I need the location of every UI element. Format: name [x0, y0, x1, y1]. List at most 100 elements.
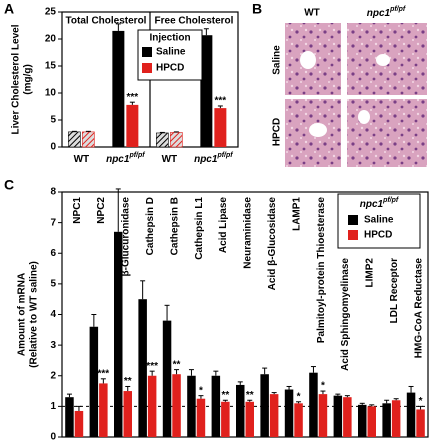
bar [147, 375, 157, 437]
y-tick-label: 1 [50, 401, 56, 412]
x-tick-label-main: npc1 [106, 154, 130, 165]
category-label: β-Glucuronidase [121, 197, 132, 277]
bar [343, 397, 352, 437]
y-tick-label: 8 [50, 187, 56, 198]
category-label: Acid Lipase [218, 197, 229, 254]
bar [309, 372, 318, 437]
bar [406, 392, 416, 437]
column-label-main: npc1 [367, 8, 391, 19]
row-label: HPCD [272, 118, 283, 146]
significance: *** [215, 96, 227, 107]
legend-swatch [142, 47, 152, 57]
y-tick-label: 15 [45, 61, 57, 72]
x-tick-label-main: WT [162, 154, 178, 165]
category-label: HMG-CoA Reductase [413, 258, 424, 359]
y-tick-label: 25 [45, 7, 57, 18]
y-axis-label: Amount of mRNA [17, 273, 28, 356]
bar [391, 400, 401, 437]
panel-title: Free Cholesterol [155, 16, 234, 27]
significance: *** [146, 361, 158, 372]
significance: ** [124, 376, 132, 387]
category-label: LIMP2 [365, 258, 376, 288]
bar [114, 231, 123, 437]
legend-title: Injection [149, 33, 190, 44]
category-label: Acid Sphingomyelinase [340, 258, 351, 371]
y-axis-label: Liver Cholesterol Level [11, 24, 22, 134]
category-label: NPC2 [96, 197, 107, 224]
column-label-superscript: pf/pf [389, 6, 406, 13]
legend-title-superscript: pf/pf [382, 197, 399, 204]
bar [172, 374, 181, 437]
significance: ** [246, 390, 254, 401]
panel-label: B [252, 1, 262, 17]
legend-title-main: npc1 [360, 199, 384, 210]
y-axis-label: (Relative to WT saline) [29, 261, 40, 368]
bar [294, 403, 303, 437]
x-tick-label: WT [74, 154, 90, 165]
x-tick-label: npc1pf/pf [194, 152, 233, 165]
bar [196, 398, 206, 437]
bar [214, 108, 227, 147]
bar [367, 406, 376, 437]
significance: * [199, 385, 203, 396]
x-tick-label-main: WT [74, 154, 90, 165]
category-label: Cathepsin B [169, 197, 180, 255]
y-tick-label: 4 [50, 309, 56, 320]
significance: * [297, 391, 301, 402]
bar [318, 394, 328, 437]
y-tick-label: 20 [45, 34, 57, 45]
bar [89, 326, 99, 437]
y-tick-label: 5 [50, 279, 56, 290]
y-tick-label: 10 [45, 88, 57, 99]
vessel [358, 110, 370, 124]
bar [269, 394, 279, 437]
legend-swatch [348, 230, 358, 240]
vessel [376, 54, 390, 66]
y-tick-label: 7 [50, 217, 56, 228]
panel-b: B WT npc1pf/pf Saline HPCD [252, 1, 427, 167]
bar [221, 401, 230, 437]
bar [112, 30, 125, 147]
category-label: Cathepsin L1 [194, 197, 205, 260]
significance: *** [98, 368, 110, 379]
bar [123, 391, 132, 437]
histology-image [347, 99, 427, 167]
row-label: Saline [272, 45, 283, 75]
bar [416, 409, 425, 437]
x-tick-label-main: npc1 [194, 154, 218, 165]
legend-label: Saline [156, 47, 186, 58]
panel-title: Total Cholesterol [66, 16, 147, 27]
bar [99, 383, 108, 437]
bar [65, 397, 74, 437]
y-axis-label: (mg/g) [23, 64, 34, 95]
vessel [309, 123, 327, 137]
bar [68, 131, 81, 148]
vessel [300, 51, 316, 69]
legend-label: HPCD [364, 230, 392, 241]
bar [358, 404, 367, 437]
column-label: WT [304, 8, 320, 19]
legend-label: Saline [364, 215, 394, 226]
significance: *** [127, 92, 139, 103]
legend-swatch [142, 63, 152, 73]
category-label: LAMP1 [291, 197, 302, 231]
legend-swatch [348, 215, 358, 225]
bar [162, 320, 172, 437]
significance: ** [173, 359, 181, 370]
y-tick-label: 3 [50, 340, 56, 351]
significance: ** [221, 390, 229, 401]
significance: * [419, 396, 423, 407]
y-tick-label: 6 [50, 248, 56, 259]
y-tick-label: 0 [50, 432, 56, 442]
bar [170, 132, 183, 148]
bar [187, 375, 196, 437]
significance: * [321, 381, 325, 392]
x-tick-label-superscript: pf/pf [216, 152, 233, 159]
y-tick-label: 0 [50, 142, 56, 153]
legend-label: HPCD [156, 63, 184, 74]
column-label: npc1pf/pf [367, 6, 406, 19]
panel-label: A [4, 1, 14, 17]
panel-label: C [4, 177, 14, 193]
bar [211, 375, 221, 437]
